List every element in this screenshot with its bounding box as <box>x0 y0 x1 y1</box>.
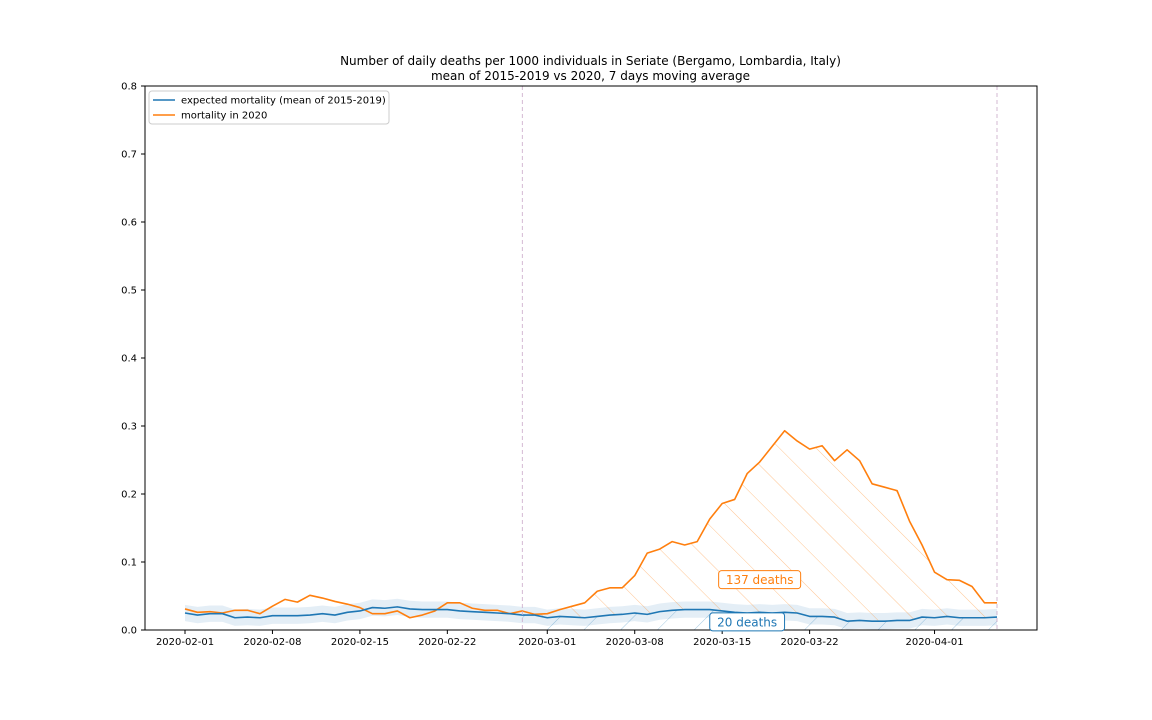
excess-deaths-area <box>522 430 997 622</box>
y-tick-label-7: 0.7 <box>121 150 137 161</box>
annotations: 137 deaths 20 deaths <box>709 570 802 632</box>
x-tick-label-0: 2020-02-01 <box>156 637 214 648</box>
legend-label-expected: expected mortality (mean of 2015-2019) <box>181 96 386 107</box>
chart-title: Number of daily deaths per 1000 individu… <box>340 54 841 68</box>
y-tick-label-0: 0.0 <box>121 626 137 637</box>
x-tick-label-7: 2020-03-22 <box>781 637 839 648</box>
x-tick-label-5: 2020-03-08 <box>606 637 664 648</box>
x-axis-ticks: 2020-02-01 2020-02-08 2020-02-15 2020-02-22… <box>156 630 964 648</box>
x-tick-label-3: 2020-02-22 <box>418 637 476 648</box>
y-tick-label-5: 0.5 <box>121 286 137 297</box>
series-line-expected <box>184 606 998 622</box>
y-axis-ticks: 0.0 0.1 0.2 0.3 0.4 0.5 0.6 0.7 0.8 <box>121 82 145 637</box>
x-tick-label-8: 2020-04-01 <box>905 637 963 648</box>
chart-subtitle: mean of 2015-2019 vs 2020, 7 days moving… <box>431 69 750 83</box>
y-tick-label-1: 0.1 <box>121 558 137 569</box>
series-line-2020 <box>184 429 997 619</box>
y-tick-label-3: 0.3 <box>121 422 137 433</box>
legend-box <box>148 90 390 125</box>
x-tick-label-1: 2020-02-08 <box>243 637 301 648</box>
annotation-box-0 <box>718 570 802 590</box>
x-tick-label-4: 2020-03-01 <box>518 637 576 648</box>
legend: expected mortality (mean of 2015-2019) m… <box>148 90 390 125</box>
annotation-0: 137 deaths <box>718 570 802 590</box>
plot-area <box>184 429 998 630</box>
annotation-1: 20 deaths <box>709 612 786 632</box>
legend-label-2020: mortality in 2020 <box>181 111 267 122</box>
annotation-label-1: 20 deaths <box>717 615 777 629</box>
y-tick-label-6: 0.6 <box>121 218 137 229</box>
y-tick-label-4: 0.4 <box>121 354 137 365</box>
x-tick-label-6: 2020-03-15 <box>693 637 751 648</box>
y-tick-label-2: 0.2 <box>121 490 137 501</box>
y-tick-label-8: 0.8 <box>121 82 137 93</box>
x-tick-label-2: 2020-02-15 <box>331 637 389 648</box>
annotation-label-0: 137 deaths <box>726 573 794 587</box>
annotation-box-1 <box>709 612 786 632</box>
